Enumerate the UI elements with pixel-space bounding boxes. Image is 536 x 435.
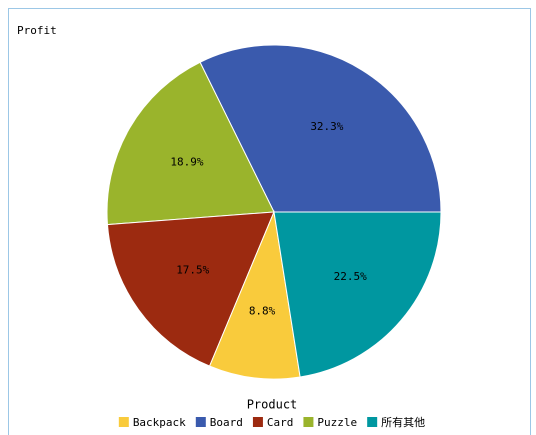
data-label: 18.9% — [170, 155, 203, 168]
chart-title: Profit — [17, 24, 57, 37]
data-label: 22.5% — [334, 270, 367, 283]
data-label: 17.5% — [176, 264, 209, 277]
legend-label: 所有其他 — [381, 415, 425, 429]
legend-swatch — [303, 417, 314, 427]
pie-slice — [199, 44, 442, 213]
pie-slice — [106, 61, 275, 226]
legend-label: Backpack — [133, 416, 186, 429]
legend-swatch — [367, 417, 378, 427]
legend-swatch — [118, 417, 129, 427]
legend-label: Board — [210, 416, 243, 429]
pie-slice — [106, 211, 275, 367]
legend-label: Puzzle — [317, 416, 357, 429]
pie-slice — [208, 210, 301, 380]
legend-title: Product — [247, 398, 298, 412]
legend-label: Card — [267, 416, 294, 429]
legend-swatch — [195, 417, 206, 427]
data-label: 32.3% — [310, 120, 343, 133]
pie-slice — [273, 211, 442, 378]
legend-swatch — [252, 417, 263, 427]
data-label: 8.8% — [249, 304, 276, 317]
